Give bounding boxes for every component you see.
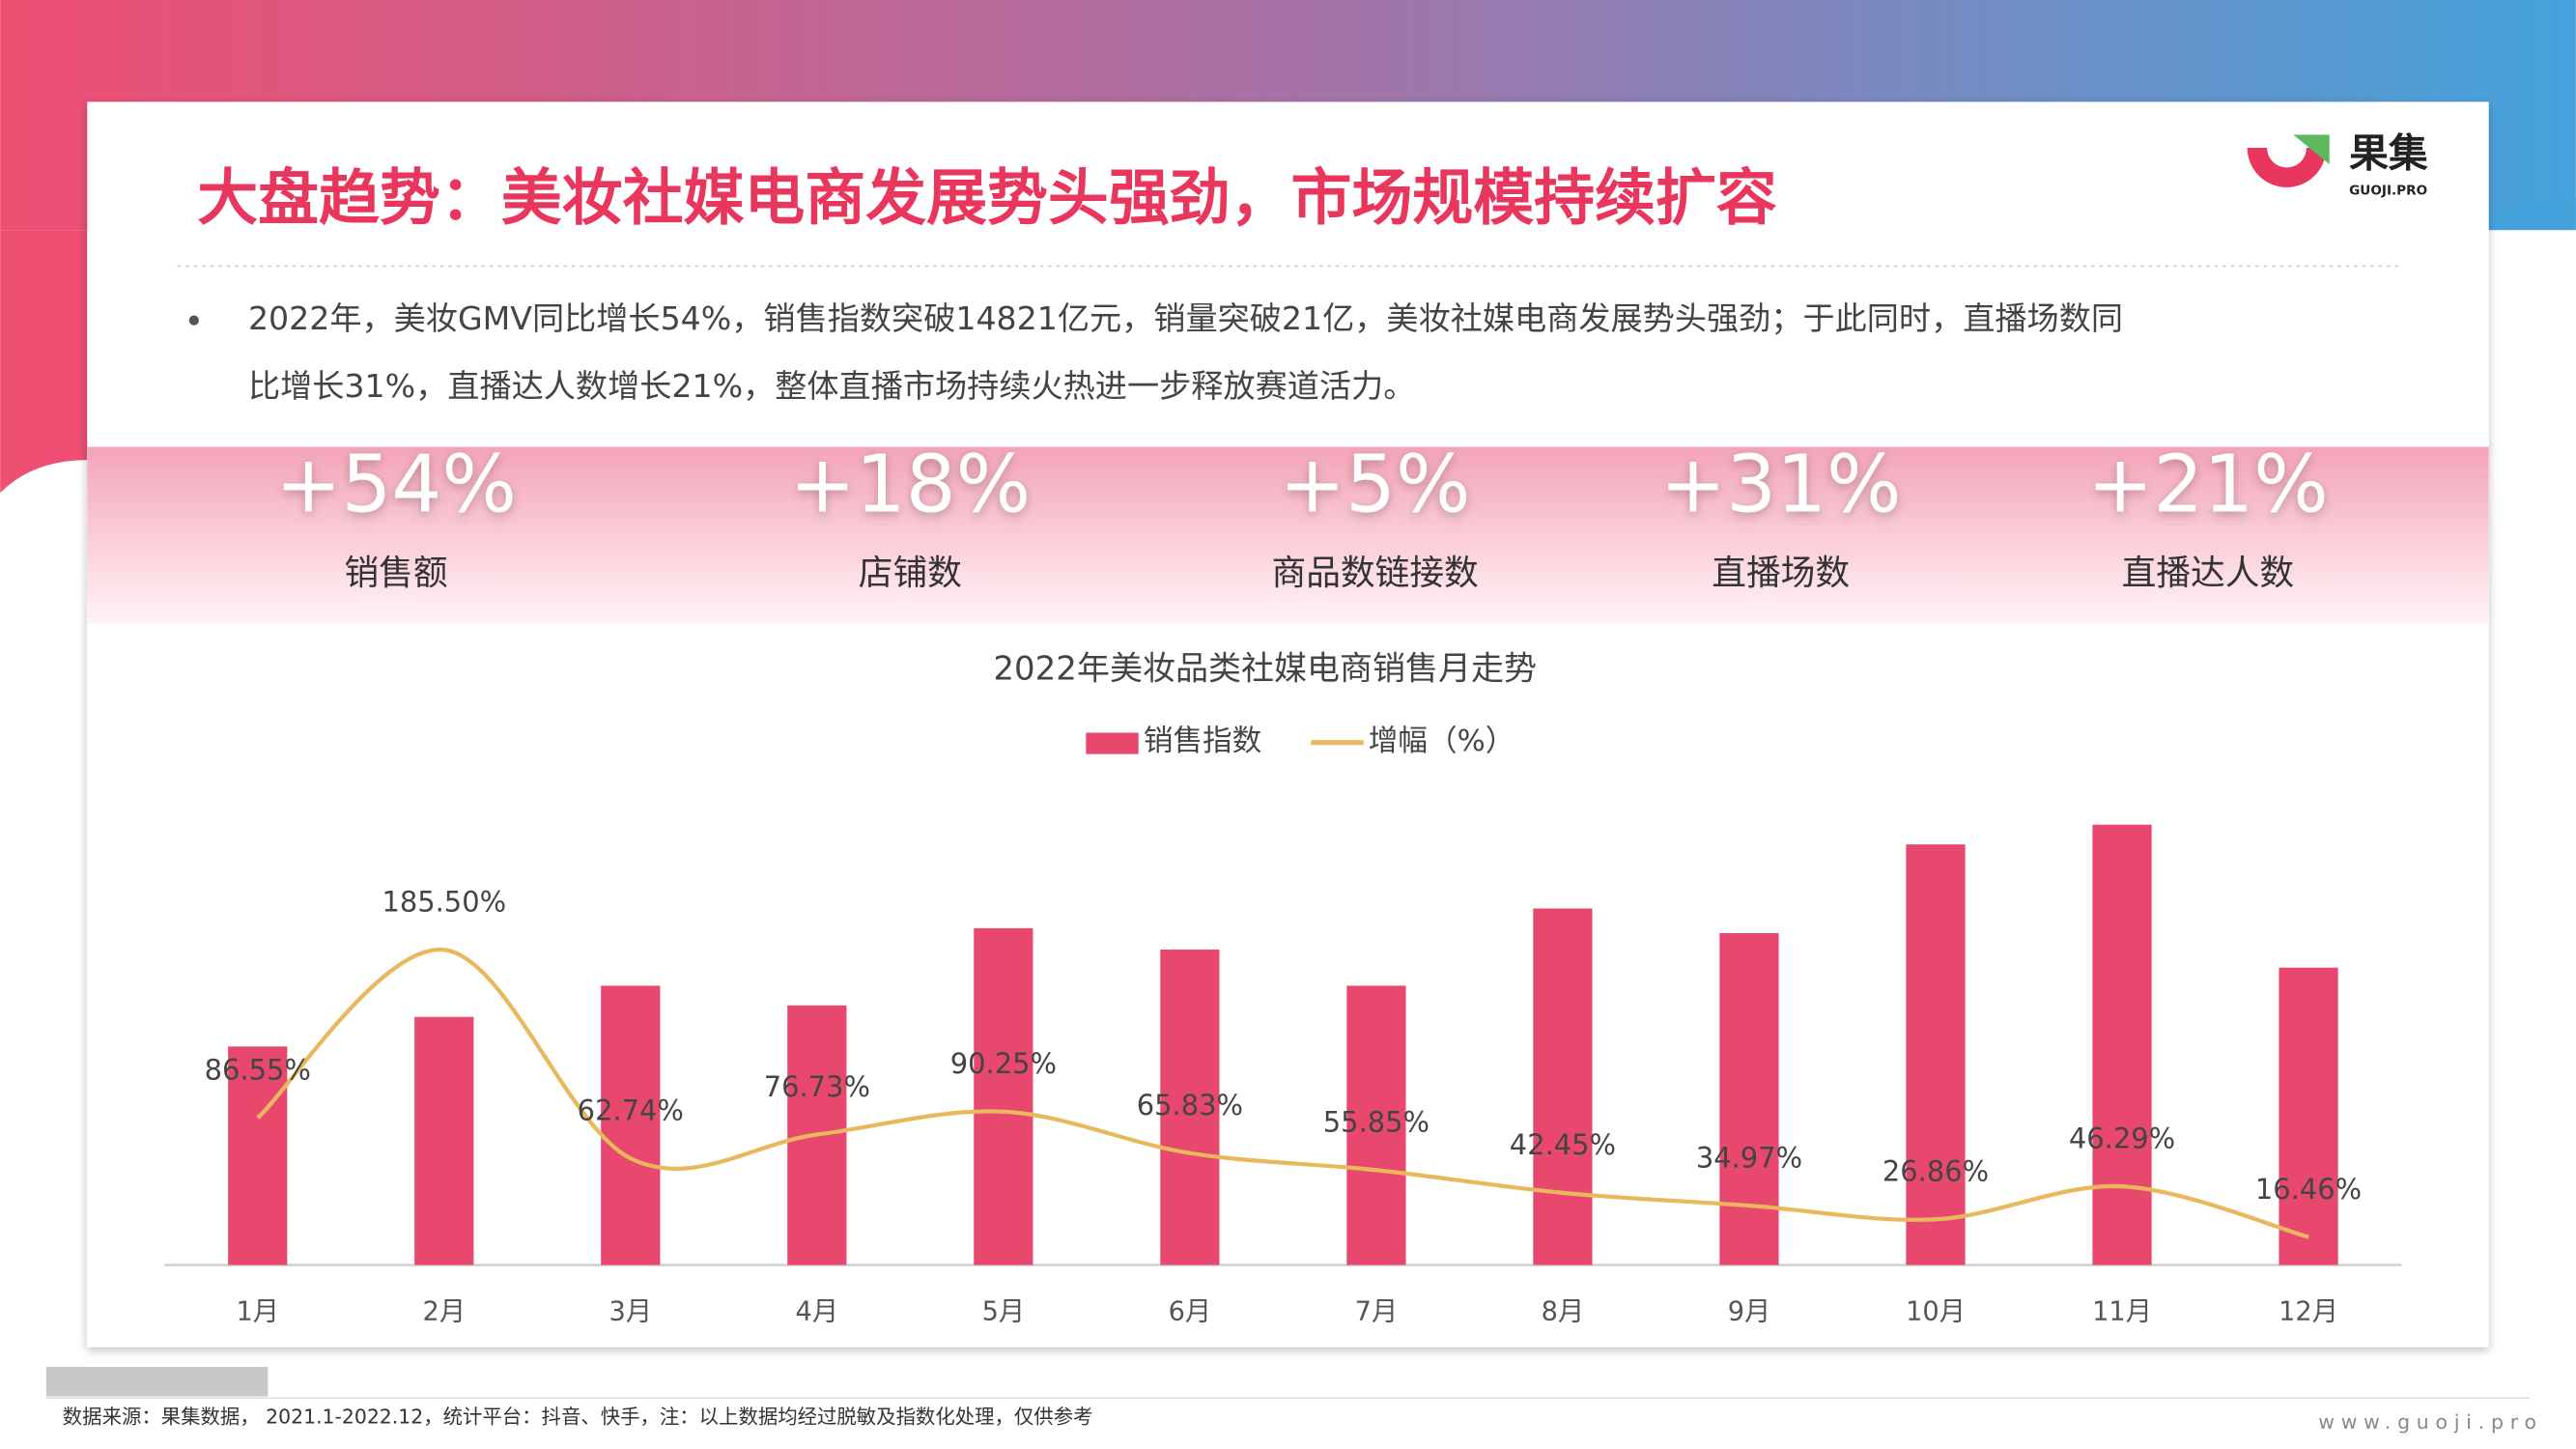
- bar: [974, 927, 1033, 1265]
- kpi-value: +31%: [1660, 439, 1902, 530]
- card: [87, 101, 2489, 1348]
- bar: [228, 1046, 288, 1265]
- progress: [45, 1366, 269, 1397]
- kpi-label: 直播场数: [1712, 554, 1850, 593]
- logo-name: 果集: [2349, 130, 2428, 177]
- bullet: [188, 315, 199, 326]
- kpi-band: [87, 446, 2489, 625]
- x-tick-label: 5月: [982, 1296, 1026, 1326]
- legend-swatch: [1086, 732, 1139, 754]
- bar: [1719, 932, 1779, 1265]
- data-label: 55.85%: [1323, 1106, 1430, 1139]
- bar: [1160, 949, 1220, 1265]
- chart-title: 2022年美妆品类社媒电商销售月走势: [993, 649, 1537, 688]
- bar: [414, 1016, 474, 1265]
- bar: [1906, 844, 1966, 1265]
- data-label: 34.97%: [1696, 1141, 1802, 1174]
- data-label: 86.55%: [205, 1054, 311, 1087]
- kpi-label: 商品数链接数: [1272, 554, 1479, 593]
- x-tick-label: 12月: [2279, 1296, 2338, 1326]
- logo-icon: [2247, 148, 2327, 187]
- data-label: 62.74%: [578, 1094, 684, 1127]
- x-tick-label: 4月: [796, 1296, 839, 1326]
- data-label: 46.29%: [2069, 1122, 2175, 1154]
- bar: [1346, 985, 1406, 1265]
- line: [256, 948, 2309, 1239]
- x-tick-label: 3月: [609, 1296, 653, 1326]
- x-tick-label: 2月: [423, 1296, 467, 1326]
- bar: [601, 985, 661, 1265]
- x-tick-label: 11月: [2092, 1296, 2152, 1326]
- x-tick-label: 6月: [1169, 1296, 1212, 1326]
- legend-label: 增幅（%）: [1369, 724, 1515, 758]
- kpi-label: 店铺数: [859, 554, 962, 593]
- bar: [2092, 824, 2152, 1265]
- kpi-value: +21%: [2087, 439, 2329, 530]
- data-label: 90.25%: [950, 1047, 1057, 1080]
- x-tick-label: 8月: [1542, 1296, 1585, 1326]
- x-tick-label: 1月: [236, 1296, 279, 1326]
- data-label: 26.86%: [1882, 1155, 1989, 1188]
- legend-label: 销售指数: [1144, 724, 1261, 758]
- kpi-label: 销售额: [344, 554, 447, 593]
- bar: [2279, 967, 2338, 1265]
- corner-deco: [2488, 197, 2576, 231]
- kpi-value: +5%: [1280, 439, 1471, 530]
- data-label: 16.46%: [2255, 1173, 2362, 1206]
- kpi-label: 直播达人数: [2122, 554, 2295, 593]
- summary-line: 比增长31%，直播达人数增长21%，整体直播市场持续火热进一步释放赛道活力。: [248, 367, 1415, 405]
- corner-deco: [0, 230, 88, 494]
- data-label: 76.73%: [764, 1070, 870, 1103]
- summary-line: 2022年，美妆GMV同比增长54%，销售指数突破14821亿元，销量突破21亿…: [248, 299, 2123, 337]
- data-label: 185.50%: [382, 886, 506, 919]
- footer-website: www.guoji.pro: [2318, 1410, 2543, 1434]
- footer-source: 数据来源：果集数据， 2021.1-2022.12，统计平台：抖音、快手，注：以…: [63, 1406, 1093, 1429]
- kpi-value: +54%: [275, 439, 517, 530]
- logo-domain: GUOJI.PRO: [2349, 183, 2427, 198]
- kpi-value: +18%: [789, 439, 1031, 530]
- x-tick-label: 10月: [1906, 1296, 1966, 1326]
- x-tick-label: 7月: [1355, 1296, 1399, 1326]
- bar: [1533, 908, 1593, 1265]
- title: 大盘趋势：美妆社媒电商发展势头强劲，市场规模持续扩容: [197, 162, 1777, 233]
- data-label: 42.45%: [1510, 1128, 1616, 1161]
- data-label: 65.83%: [1137, 1089, 1243, 1122]
- x-tick-label: 9月: [1728, 1296, 1771, 1326]
